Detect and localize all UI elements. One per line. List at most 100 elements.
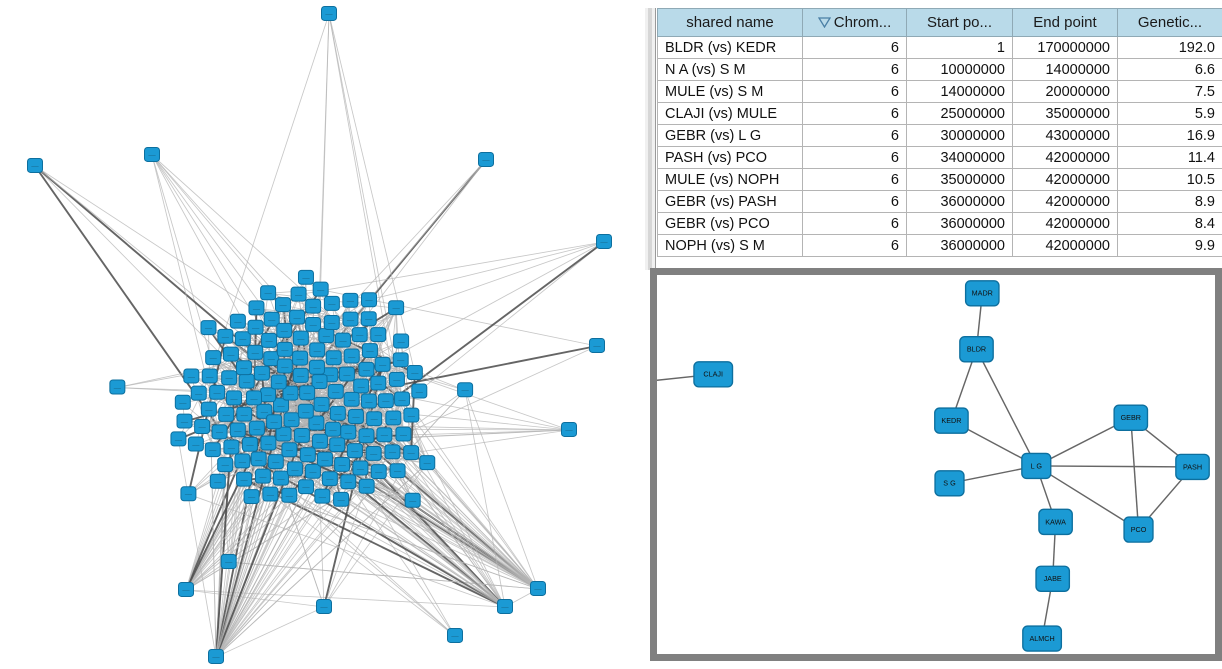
main-network-node[interactable]: —— <box>247 319 264 335</box>
main-network-node[interactable]: —— <box>327 383 344 399</box>
main-network-node[interactable]: —— <box>286 461 303 477</box>
main-network-node[interactable]: —— <box>347 409 364 424</box>
main-network-node[interactable]: —— <box>222 346 239 362</box>
main-network-node[interactable]: —— <box>365 445 382 461</box>
cell-chromosome[interactable]: 6 <box>802 234 907 257</box>
main-network-node[interactable]: —— <box>447 628 463 643</box>
cell-chromosome[interactable]: 6 <box>802 146 907 169</box>
cell-chromosome[interactable]: 6 <box>802 102 907 125</box>
subnetwork-canvas[interactable]: JOAKSABENOPHCLAJIMULES MN AMIWEMADRBLDRK… <box>657 275 1215 654</box>
main-network-node[interactable]: —— <box>358 361 375 377</box>
cell-start_point[interactable]: 36000000 <box>906 190 1013 213</box>
main-network-node[interactable]: —— <box>366 411 383 427</box>
cell-end_point[interactable]: 43000000 <box>1012 124 1118 147</box>
main-network-node[interactable]: —— <box>254 468 271 484</box>
cell-end_point[interactable]: 42000000 <box>1012 146 1118 169</box>
main-network-node[interactable]: —— <box>221 370 238 386</box>
main-network-node[interactable]: —— <box>234 453 251 469</box>
main-network-node[interactable]: —— <box>321 6 337 21</box>
cell-chromosome[interactable]: 6 <box>802 190 907 213</box>
main-network-node[interactable]: —— <box>321 471 338 487</box>
subnetwork-node-kawa[interactable]: KAWA <box>1038 508 1073 536</box>
table-body[interactable]: BLDR (vs) KEDR 6 1 170000000 192.0 N A (vs) S… <box>657 36 1222 257</box>
main-network-node[interactable]: —— <box>385 410 402 426</box>
main-network-node[interactable]: —— <box>204 442 221 458</box>
table-row[interactable]: MULE (vs) NOPH 6 35000000 42000000 10.5 <box>657 168 1222 191</box>
main-network-node[interactable]: —— <box>190 385 207 401</box>
main-network-node[interactable]: —— <box>238 373 255 389</box>
subnetwork-node-almch[interactable]: ALMCH <box>1022 625 1063 652</box>
table-row[interactable]: N A (vs) S M 6 10000000 14000000 6.6 <box>657 58 1222 81</box>
main-network-node[interactable]: —— <box>404 492 421 508</box>
main-network-node[interactable]: —— <box>370 464 387 480</box>
main-network-node[interactable]: —— <box>250 451 267 467</box>
main-network-node[interactable]: —— <box>374 356 391 372</box>
main-network-node[interactable]: —— <box>223 439 240 455</box>
table-row[interactable]: MULE (vs) S M 6 14000000 20000000 7.5 <box>657 80 1222 103</box>
main-network-node[interactable]: —— <box>209 384 226 400</box>
main-network-node[interactable]: —— <box>358 478 375 494</box>
main-network-node[interactable]: —— <box>200 320 217 336</box>
main-network-node[interactable]: —— <box>314 488 331 504</box>
main-network-node[interactable]: —— <box>183 368 200 384</box>
column-header-start-point[interactable]: Start po... <box>906 8 1013 37</box>
main-network-node[interactable]: —— <box>340 424 357 440</box>
main-network-node[interactable]: —— <box>27 158 43 173</box>
main-network-node[interactable]: —— <box>299 385 316 401</box>
main-network-node[interactable]: —— <box>263 351 280 367</box>
main-network-node[interactable]: —— <box>178 582 194 597</box>
main-network-node[interactable]: —— <box>260 387 277 403</box>
main-network-node[interactable]: —— <box>293 427 310 443</box>
cell-end_point[interactable]: 42000000 <box>1012 234 1118 257</box>
subnetwork-node-pash[interactable]: PASH <box>1175 453 1210 481</box>
column-header-end-point[interactable]: End point <box>1012 8 1118 37</box>
cell-start_point[interactable]: 1 <box>906 36 1013 59</box>
cell-start_point[interactable]: 25000000 <box>906 102 1013 125</box>
main-network-node[interactable]: —— <box>187 436 204 452</box>
cell-start_point[interactable]: 35000000 <box>906 168 1013 191</box>
main-network-node[interactable]: —— <box>247 344 264 360</box>
cell-genetic[interactable]: 9.9 <box>1117 234 1222 257</box>
main-network-node[interactable]: —— <box>292 367 309 383</box>
main-network-node[interactable]: —— <box>299 447 316 463</box>
main-network-node[interactable]: —— <box>292 350 309 366</box>
cell-chromosome[interactable]: 6 <box>802 168 907 191</box>
main-network-node[interactable]: —— <box>343 348 360 364</box>
main-network-node[interactable]: —— <box>289 309 306 325</box>
main-network-node[interactable]: —— <box>109 379 126 395</box>
cell-genetic[interactable]: 7.5 <box>1117 80 1222 103</box>
main-network-node[interactable]: —— <box>209 473 226 489</box>
main-network-node[interactable]: —— <box>260 435 277 451</box>
column-header-genetic[interactable]: Genetic... <box>1117 8 1222 37</box>
main-network-node[interactable]: —— <box>270 374 287 390</box>
main-network-node[interactable]: —— <box>361 292 378 308</box>
cell-shared_name[interactable]: GEBR (vs) PASH <box>657 190 803 213</box>
cell-end_point[interactable]: 42000000 <box>1012 190 1118 213</box>
main-network-node[interactable]: —— <box>403 445 420 461</box>
main-network-node[interactable]: —— <box>211 424 228 440</box>
cell-start_point[interactable]: 30000000 <box>906 124 1013 147</box>
cell-chromosome[interactable]: 6 <box>802 124 907 147</box>
cell-shared_name[interactable]: GEBR (vs) PCO <box>657 212 803 235</box>
cell-genetic[interactable]: 8.9 <box>1117 190 1222 213</box>
main-network-node[interactable]: —— <box>361 343 378 359</box>
main-network-node[interactable]: —— <box>457 382 474 398</box>
main-network-node[interactable]: —— <box>201 368 218 384</box>
cell-genetic[interactable]: 6.6 <box>1117 58 1222 81</box>
cell-genetic[interactable]: 192.0 <box>1117 36 1222 59</box>
cell-start_point[interactable]: 10000000 <box>906 58 1013 81</box>
main-network-node[interactable]: —— <box>297 269 314 285</box>
table-row[interactable]: GEBR (vs) PCO 6 36000000 42000000 8.4 <box>657 212 1222 235</box>
cell-genetic[interactable]: 5.9 <box>1117 102 1222 125</box>
cell-end_point[interactable]: 42000000 <box>1012 212 1118 235</box>
subnetwork-panel[interactable]: JOAKSABENOPHCLAJIMULES MN AMIWEMADRBLDRK… <box>650 268 1222 661</box>
main-network-node[interactable]: —— <box>360 393 377 409</box>
main-network-node[interactable]: —— <box>312 281 329 297</box>
main-network-node[interactable]: —— <box>389 463 406 479</box>
main-network-node[interactable]: —— <box>392 352 409 368</box>
subnetwork-node-pco[interactable]: PCO <box>1123 516 1154 543</box>
main-network-node[interactable]: —— <box>316 599 332 614</box>
main-network-node[interactable]: —— <box>243 489 260 505</box>
main-network-node[interactable]: —— <box>297 403 314 419</box>
main-network-node[interactable]: —— <box>406 365 423 380</box>
